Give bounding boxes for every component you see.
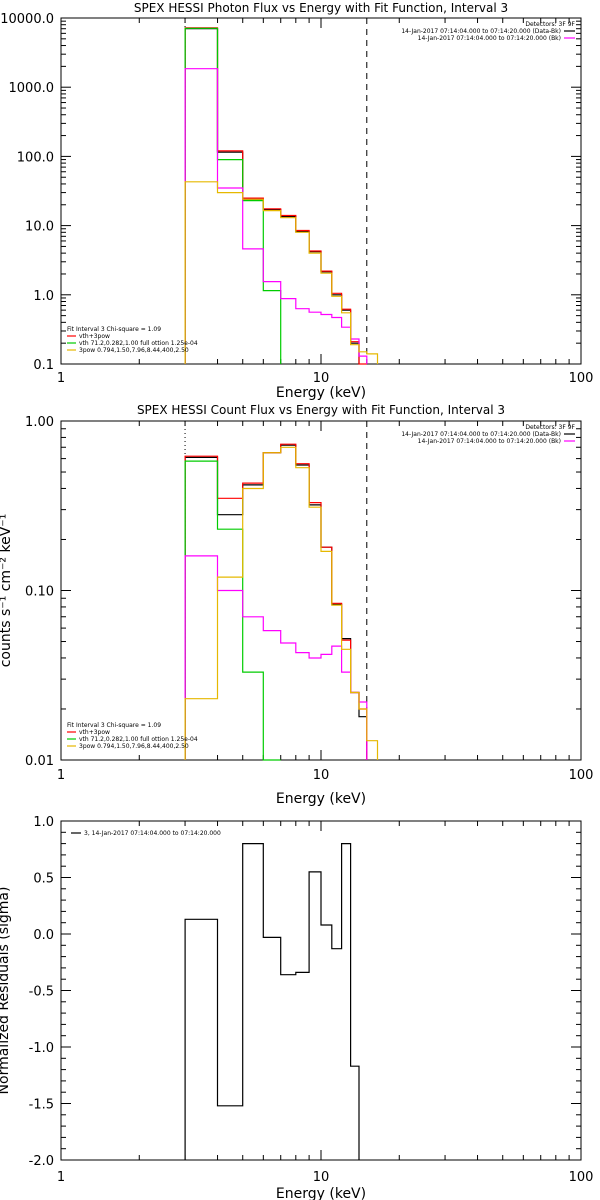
y-tick-label: 1.00 — [25, 415, 54, 430]
legend-entry: 14-Jan-2017 07:14:04.000 to 07:14:20.000… — [401, 28, 561, 35]
legend-entry: vth+3pow — [79, 729, 110, 736]
series-1-line — [184, 843, 360, 1160]
legend-entry: 14-Jan-2017 07:14:04.000 to 07:14:20.000… — [401, 431, 561, 438]
x-tick-label: 10 — [313, 768, 330, 783]
plot-frame — [60, 420, 582, 761]
chart-panel-3: 1 10 100 -2.0 -1.5 -1.0 -0.5 0.0 0.5 1.0 Energy (k… — [0, 815, 593, 1200]
y-tick-label: 0.01 — [25, 754, 54, 769]
series-1-line — [184, 444, 368, 760]
legend-entry: 3pow 0.794,1.50,7.96,8.44,400,2.50 — [79, 347, 189, 354]
y-tick-label: 100.0 — [17, 150, 54, 165]
y-tick-label: 0.0 — [33, 928, 54, 943]
x-tick-label: 1 — [57, 768, 65, 783]
series-5-line — [184, 181, 379, 364]
series-2-line — [184, 27, 367, 365]
x-tick-label: 1 — [57, 1170, 65, 1185]
legend-header: Fit Interval 3 Chi-square = 1.09 — [67, 722, 161, 729]
series-3-line — [184, 27, 282, 364]
legend-header: Detectors: 3F 9F — [525, 424, 575, 431]
legend-entry: vth 71.2,0.282,1.00 full ottion 1.25e-04 — [79, 736, 198, 743]
legend-entry: 3, 14-Jan-2017 07:14:04.000 to 07:14:20.… — [84, 830, 221, 837]
legend-header: Fit Interval 3 Chi-square = 1.09 — [67, 326, 161, 333]
y-tick-label: 0.5 — [33, 872, 54, 887]
chart-panel-2: SPEX HESSI Count Flux vs Energy with Fit… — [0, 403, 593, 807]
y-tick-label: 1000.0 — [9, 81, 55, 96]
x-tick-label: 10 — [313, 371, 330, 386]
series-3-line — [184, 460, 281, 761]
series-1-line — [184, 28, 360, 364]
y-tick-label: -0.5 — [29, 985, 54, 1000]
y-tick-label: 0.1 — [33, 358, 54, 373]
series-4-line — [184, 68, 368, 364]
y-tick-label: 1.0 — [33, 815, 54, 830]
y-tick-label: -1.5 — [29, 1098, 54, 1113]
legend-entry: vth 71.2,0.282,1.00 full ottion 1.25e-04 — [79, 340, 198, 347]
legend-header: Detectors: 3F 9F — [525, 21, 575, 28]
x-axis-label: Energy (keV) — [276, 385, 366, 401]
chart-title: SPEX HESSI Count Flux vs Energy with Fit… — [137, 403, 505, 417]
chart-title: SPEX HESSI Photon Flux vs Energy with Fi… — [134, 1, 508, 15]
x-tick-label: 100 — [569, 1170, 594, 1185]
series-4-line — [184, 555, 368, 760]
legend-entry: 14-Jan-2017 07:14:04.000 to 07:14:20.000… — [418, 438, 561, 445]
y-tick-label: -2.0 — [29, 1154, 54, 1169]
x-axis-label: Energy (keV) — [276, 1186, 366, 1200]
y-tick-label: 10000.0 — [0, 12, 54, 27]
y-axis-label: Normalized Residuals (sigma) — [0, 887, 12, 1095]
y-axis-label: counts s⁻¹ cm⁻² keV⁻¹ — [0, 514, 14, 668]
x-axis-label: Energy (keV) — [276, 791, 366, 807]
legend-entry: 3pow 0.794,1.50,7.96,8.44,400,2.50 — [79, 743, 189, 750]
x-tick-label: 100 — [569, 371, 594, 386]
series-2-line — [184, 443, 368, 760]
y-tick-label: 10.0 — [25, 220, 54, 235]
series-5-line — [184, 446, 379, 760]
y-tick-label: -1.0 — [29, 1041, 54, 1056]
x-tick-label: 100 — [569, 768, 594, 783]
y-tick-label: 0.10 — [25, 585, 54, 600]
chart-panel-1: SPEX HESSI Photon Flux vs Energy with Fi… — [0, 1, 593, 401]
x-tick-label: 1 — [57, 371, 65, 386]
legend-entry: vth+3pow — [79, 333, 110, 340]
y-tick-label: 1.0 — [33, 289, 54, 304]
x-tick-label: 10 — [313, 1170, 330, 1185]
legend-entry: 14-Jan-2017 07:14:04.000 to 07:14:20.000… — [418, 35, 561, 42]
